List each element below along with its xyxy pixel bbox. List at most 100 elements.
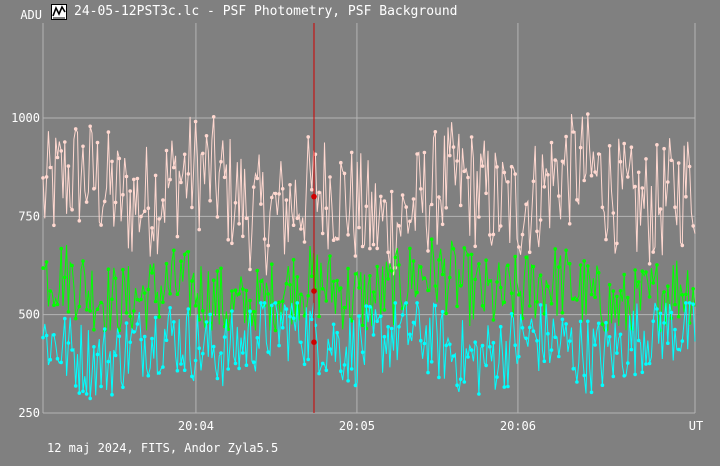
data-point [237, 222, 241, 226]
data-point [455, 383, 459, 388]
data-point [586, 112, 590, 116]
data-point [335, 330, 340, 335]
data-point [676, 314, 681, 319]
data-point [491, 318, 496, 322]
data-point [99, 300, 103, 305]
data-point [651, 250, 655, 254]
data-point [299, 227, 303, 231]
data-point [364, 326, 369, 331]
data-point [168, 177, 172, 182]
data-point [302, 362, 307, 367]
data-point [469, 348, 474, 352]
data-point [244, 288, 249, 293]
data-point [291, 223, 296, 227]
data-point [284, 198, 289, 202]
data-point [59, 246, 63, 251]
data-point [262, 301, 267, 305]
data-point [132, 309, 136, 313]
data-point [666, 341, 670, 346]
data-point [157, 315, 161, 319]
data-point [84, 308, 89, 312]
data-point [41, 266, 45, 270]
data-point [607, 144, 612, 148]
data-point [596, 152, 601, 156]
data-point [291, 257, 296, 262]
data-point [498, 324, 503, 329]
data-point [273, 301, 278, 305]
data-point [84, 392, 89, 396]
data-point [233, 288, 238, 293]
y-tick-label: 250 [18, 406, 40, 420]
data-point [346, 379, 350, 383]
data-point [451, 145, 456, 149]
data-point [161, 365, 165, 369]
data-point [368, 274, 372, 278]
data-point [469, 135, 474, 139]
data-point [164, 148, 169, 153]
data-point [444, 311, 449, 316]
data-point [211, 278, 216, 283]
data-point [77, 391, 82, 395]
data-point [63, 140, 67, 144]
data-point [640, 186, 645, 190]
observation-info: 12 maj 2024, FITS, Andor Zyla5.5 [47, 441, 279, 455]
data-point [448, 342, 452, 347]
data-point [135, 297, 140, 302]
data-point [607, 282, 612, 287]
data-point [644, 270, 648, 274]
data-point [538, 218, 543, 222]
data-point [575, 298, 579, 302]
data-point [357, 286, 361, 290]
y-axis-label: ADU [20, 8, 42, 22]
data-point [527, 325, 532, 330]
data-point [604, 320, 608, 325]
data-point [560, 311, 565, 315]
data-point [342, 305, 347, 310]
data-point [626, 295, 630, 300]
data-point [59, 360, 63, 365]
data-point [393, 301, 398, 305]
data-point [88, 309, 92, 313]
data-point [270, 303, 274, 308]
data-point [110, 159, 114, 164]
data-point [244, 363, 249, 368]
data-point [186, 307, 191, 311]
data-point [360, 350, 365, 355]
graph-icon [51, 4, 67, 20]
data-point [375, 264, 380, 269]
data-point [248, 267, 252, 272]
data-point [419, 265, 423, 269]
data-point [557, 265, 561, 269]
data-point [673, 205, 677, 209]
data-point [349, 367, 354, 371]
data-point [429, 237, 434, 241]
data-point [219, 159, 223, 164]
data-point [44, 333, 49, 338]
data-point [655, 143, 659, 147]
data-point [52, 223, 56, 228]
data-point [691, 302, 695, 307]
data-point [433, 303, 438, 308]
data-point [208, 312, 212, 317]
data-point [415, 301, 419, 305]
data-point [339, 369, 343, 374]
data-point [280, 299, 285, 304]
data-point [63, 275, 67, 280]
data-point [458, 203, 463, 208]
title-bar[interactable]: 24-05-12PST3c.lc - PSF Photometry, PSF B… [0, 0, 720, 24]
data-point [498, 224, 503, 228]
data-point [611, 211, 616, 215]
data-point [408, 219, 412, 224]
data-point [368, 304, 372, 309]
data-point [488, 344, 492, 349]
data-point [687, 301, 692, 305]
data-point [190, 279, 194, 283]
data-point [571, 297, 576, 301]
data-point [542, 185, 547, 189]
data-point [237, 292, 241, 296]
data-point [324, 299, 329, 303]
data-point [444, 206, 449, 210]
series-layer [41, 112, 696, 401]
data-point [622, 374, 626, 378]
